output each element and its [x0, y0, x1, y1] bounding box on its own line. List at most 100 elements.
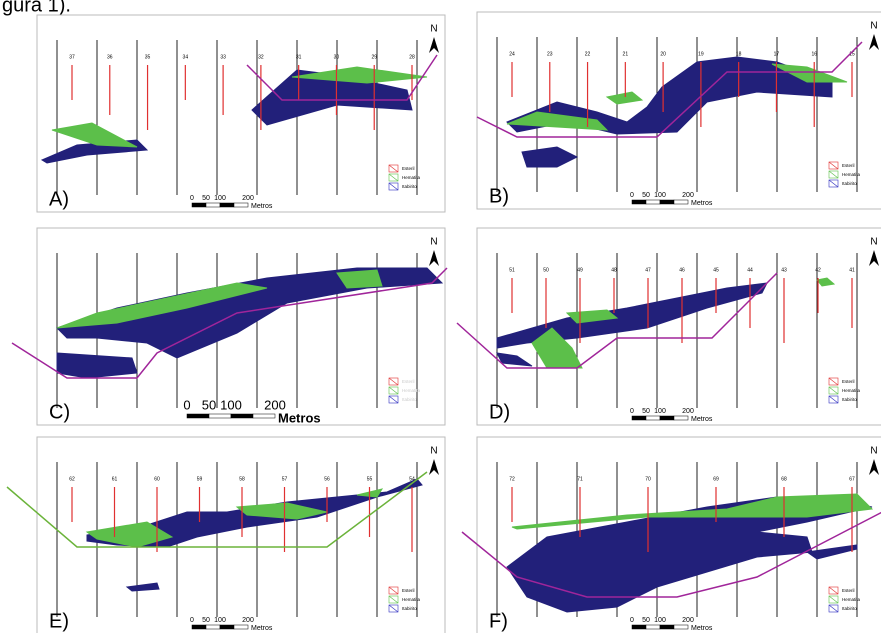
section-number: 59 — [197, 476, 203, 482]
profile-group — [461, 511, 881, 598]
hematita-body — [336, 269, 383, 289]
section-number: 35 — [145, 54, 151, 60]
legend-cross — [828, 604, 839, 613]
section-number: 70 — [645, 476, 651, 482]
scale-segment — [205, 624, 221, 630]
section-number: 47 — [645, 267, 651, 273]
legend-label: Hematita — [402, 597, 421, 602]
legend-label: Hematita — [842, 597, 861, 602]
section-number: 23 — [547, 51, 553, 57]
scale-segment — [659, 415, 675, 421]
north-label: N — [430, 24, 437, 35]
legend-label: Esteril — [842, 163, 855, 168]
panel-label: C) — [49, 401, 70, 423]
legend-cross — [388, 164, 399, 173]
topography-line — [11, 267, 448, 379]
scale-unit: Metros — [691, 625, 713, 632]
section-number: 58 — [239, 476, 245, 482]
section-number: 54 — [409, 476, 415, 482]
panel-label: A) — [49, 188, 69, 210]
itabirito-body — [506, 496, 873, 613]
scale-tick: 100 — [214, 617, 226, 624]
north-arrow — [869, 459, 879, 475]
section-number: 32 — [258, 54, 264, 60]
section-number: 50 — [543, 267, 549, 273]
legend-label: Hematita — [402, 388, 421, 393]
scale-segment — [233, 202, 249, 208]
north-arrow — [869, 34, 879, 50]
scale-segment — [659, 624, 675, 630]
panel-frame — [36, 436, 446, 633]
section-number: 49 — [577, 267, 583, 273]
scale-segment — [645, 624, 661, 630]
hematita-body — [506, 111, 609, 131]
legend-cross — [828, 395, 839, 404]
scale-segment — [219, 202, 235, 208]
panel-label: B) — [489, 185, 509, 207]
section-number: 18 — [736, 51, 742, 57]
legend-label: Itabirito — [842, 606, 857, 611]
itabirito-body — [805, 544, 858, 560]
north-label: N — [870, 446, 877, 457]
scale-tick: 100 — [654, 408, 666, 415]
scale-tick: 0 — [630, 408, 634, 415]
scale-segment — [659, 199, 675, 205]
hematita-body — [51, 122, 138, 148]
section-number: 62 — [69, 476, 75, 482]
legend-label: Hematita — [842, 172, 861, 177]
section-number: 61 — [112, 476, 118, 482]
legend-label: Itabirito — [402, 606, 417, 611]
legend-cross — [388, 595, 399, 604]
section-number: 29 — [371, 54, 377, 60]
section-number: 30 — [334, 54, 340, 60]
hematita-body — [771, 63, 848, 83]
section-number: 72 — [509, 476, 515, 482]
north-label: N — [430, 237, 437, 248]
panel-label: E) — [49, 610, 69, 632]
scale-segment — [186, 413, 210, 419]
legend-label: Hematita — [842, 388, 861, 393]
scale-tick: 100 — [220, 397, 242, 412]
scale-segment — [208, 413, 232, 419]
topography-line — [456, 272, 778, 369]
legend-cross — [388, 586, 399, 595]
legend-cross — [828, 595, 839, 604]
itabirito-body — [56, 352, 138, 379]
itabirito-body — [521, 146, 579, 168]
section-number: 21 — [623, 51, 629, 57]
hematita-body — [511, 493, 874, 530]
scale-segment — [673, 624, 689, 630]
section-number: 57 — [282, 476, 288, 482]
profile-group — [246, 54, 438, 101]
scale-segment — [631, 624, 647, 630]
caption-fragment: gura 1). — [2, 0, 71, 16]
section-number: 31 — [296, 54, 302, 60]
panel-frame — [476, 11, 881, 210]
legend-cross — [828, 170, 839, 179]
hematita-body — [291, 66, 428, 84]
itabirito-body — [496, 282, 768, 349]
scale-unit: Metros — [251, 625, 273, 632]
scale-segment — [233, 624, 249, 630]
scale-tick: 100 — [654, 617, 666, 624]
itabirito-body — [125, 582, 160, 592]
scale-segment — [631, 415, 647, 421]
panel-frame — [476, 436, 881, 633]
legend-label: Itabirito — [842, 181, 857, 186]
panel-frame — [36, 14, 446, 213]
hematita-body — [56, 282, 268, 329]
scale-segment — [191, 624, 207, 630]
scale-tick: 100 — [654, 192, 666, 199]
profile-group — [476, 41, 863, 138]
scale-tick: 50 — [642, 192, 650, 199]
panel-label: F) — [489, 610, 508, 632]
section-number: 42 — [815, 267, 821, 273]
section-number: 48 — [611, 267, 617, 273]
section-number: 55 — [367, 476, 373, 482]
section-number: 22 — [585, 51, 591, 57]
scale-tick: 100 — [214, 195, 226, 202]
scale-unit: Metros — [278, 410, 321, 425]
scale-segment — [205, 202, 221, 208]
